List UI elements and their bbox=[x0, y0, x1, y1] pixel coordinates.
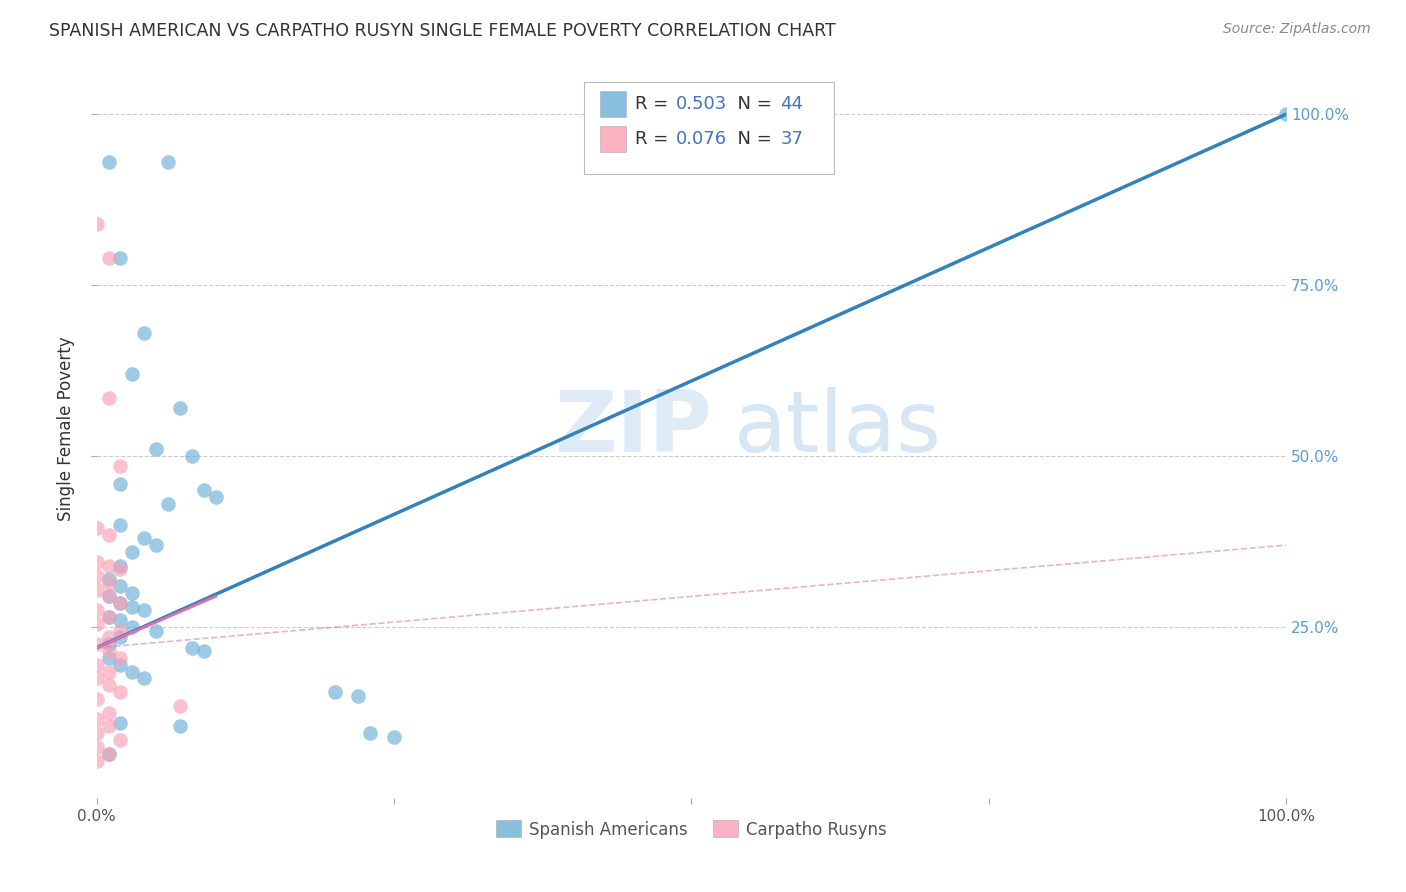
Point bbox=[121, 665, 143, 679]
Point bbox=[110, 596, 132, 610]
Point bbox=[323, 685, 346, 699]
Point bbox=[86, 582, 108, 597]
Point bbox=[97, 528, 120, 542]
Point bbox=[157, 155, 180, 169]
Point bbox=[86, 603, 108, 617]
Point bbox=[110, 579, 132, 593]
Y-axis label: Single Female Poverty: Single Female Poverty bbox=[58, 336, 75, 521]
Point bbox=[110, 459, 132, 474]
Point bbox=[121, 586, 143, 600]
Point bbox=[121, 599, 143, 614]
Point bbox=[97, 572, 120, 586]
Legend: Spanish Americans, Carpatho Rusyns: Spanish Americans, Carpatho Rusyns bbox=[489, 814, 894, 846]
Point bbox=[347, 689, 370, 703]
Point bbox=[121, 620, 143, 634]
Point bbox=[97, 610, 120, 624]
Point bbox=[86, 217, 108, 231]
Point bbox=[97, 747, 120, 761]
Point bbox=[382, 730, 405, 744]
Point bbox=[110, 596, 132, 610]
Point bbox=[110, 685, 132, 699]
Point bbox=[110, 558, 132, 573]
Point bbox=[86, 754, 108, 768]
Point bbox=[110, 476, 132, 491]
Text: SPANISH AMERICAN VS CARPATHO RUSYN SINGLE FEMALE POVERTY CORRELATION CHART: SPANISH AMERICAN VS CARPATHO RUSYN SINGL… bbox=[49, 22, 837, 40]
Point bbox=[169, 719, 191, 733]
Point bbox=[97, 155, 120, 169]
Point bbox=[110, 613, 132, 627]
Point bbox=[97, 637, 120, 651]
Point bbox=[97, 644, 120, 658]
Point bbox=[134, 326, 156, 340]
Point bbox=[180, 640, 202, 655]
Point bbox=[359, 726, 381, 740]
Point bbox=[97, 747, 120, 761]
Point bbox=[110, 562, 132, 576]
Point bbox=[97, 665, 120, 679]
Text: N =: N = bbox=[725, 129, 778, 147]
Point bbox=[86, 637, 108, 651]
Point bbox=[86, 521, 108, 535]
Point bbox=[193, 644, 215, 658]
Bar bbox=[600, 126, 626, 152]
Point bbox=[110, 517, 132, 532]
Text: 37: 37 bbox=[780, 129, 803, 147]
Point bbox=[86, 616, 108, 631]
Text: N =: N = bbox=[725, 95, 778, 113]
Point bbox=[97, 590, 120, 604]
Point bbox=[110, 651, 132, 665]
Text: ZIP: ZIP bbox=[554, 387, 713, 470]
Point bbox=[145, 538, 167, 552]
Point bbox=[97, 251, 120, 265]
Bar bbox=[600, 91, 626, 117]
Point bbox=[134, 672, 156, 686]
Text: 44: 44 bbox=[780, 95, 803, 113]
Point bbox=[97, 706, 120, 720]
Text: Source: ZipAtlas.com: Source: ZipAtlas.com bbox=[1223, 22, 1371, 37]
Point bbox=[110, 631, 132, 645]
Point bbox=[110, 733, 132, 747]
Point bbox=[121, 545, 143, 559]
Point bbox=[110, 624, 132, 638]
Point bbox=[86, 713, 108, 727]
Point bbox=[110, 657, 132, 672]
Point bbox=[121, 367, 143, 381]
Point bbox=[204, 490, 226, 504]
Text: R =: R = bbox=[636, 95, 675, 113]
Point bbox=[134, 603, 156, 617]
Point bbox=[97, 391, 120, 405]
Point bbox=[145, 442, 167, 457]
Point bbox=[86, 657, 108, 672]
FancyBboxPatch shape bbox=[585, 82, 834, 174]
Point bbox=[180, 449, 202, 463]
Point bbox=[97, 575, 120, 590]
Point bbox=[86, 569, 108, 583]
Point bbox=[1275, 107, 1298, 121]
Point bbox=[134, 531, 156, 545]
Point bbox=[110, 715, 132, 730]
Point bbox=[169, 698, 191, 713]
Point bbox=[86, 726, 108, 740]
Point bbox=[97, 590, 120, 604]
Text: atlas: atlas bbox=[734, 387, 942, 470]
Point bbox=[97, 558, 120, 573]
Point bbox=[97, 610, 120, 624]
Point bbox=[97, 651, 120, 665]
Point bbox=[97, 719, 120, 733]
Point bbox=[86, 672, 108, 686]
Text: 0.076: 0.076 bbox=[676, 129, 727, 147]
Point bbox=[97, 631, 120, 645]
Point bbox=[97, 678, 120, 692]
Point bbox=[86, 555, 108, 569]
Point bbox=[193, 483, 215, 498]
Point bbox=[169, 401, 191, 416]
Point bbox=[110, 251, 132, 265]
Text: R =: R = bbox=[636, 129, 675, 147]
Text: 0.503: 0.503 bbox=[676, 95, 727, 113]
Point bbox=[157, 497, 180, 511]
Point bbox=[86, 739, 108, 754]
Point bbox=[86, 692, 108, 706]
Point bbox=[145, 624, 167, 638]
